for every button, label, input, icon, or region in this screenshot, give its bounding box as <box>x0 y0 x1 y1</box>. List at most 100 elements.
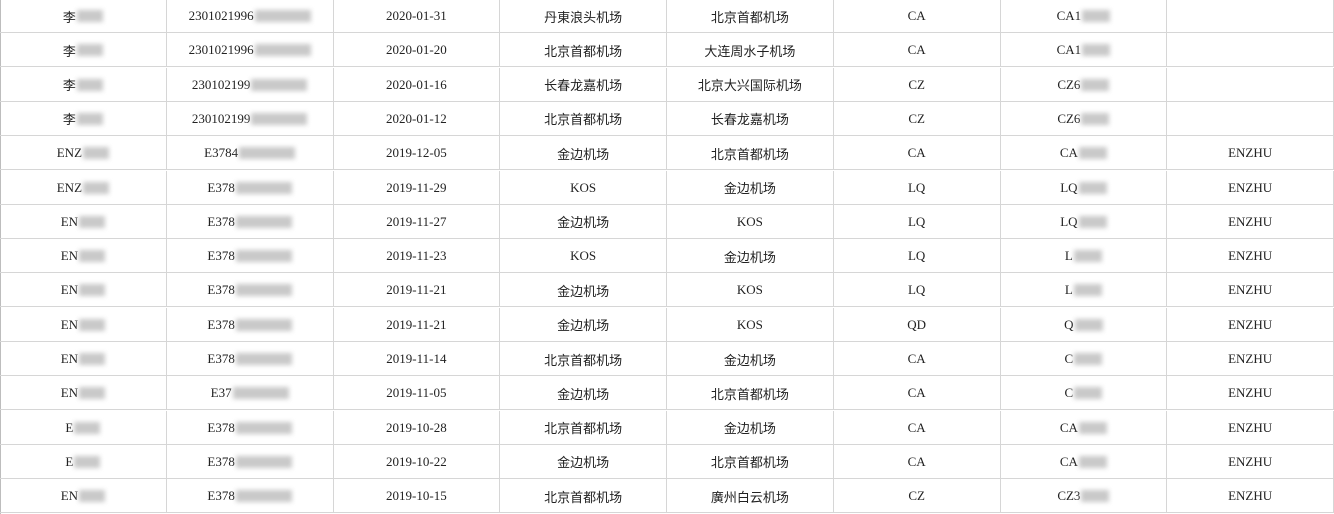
table-row: 李 2301021996 2020-01-31 丹東浪头机场 北京首都机场 CA CA1 <box>0 0 1334 33</box>
table-cell: 2019-12-05 <box>334 136 501 171</box>
redacted-blur <box>251 78 308 91</box>
table-cell: 廣州白云机场 <box>667 479 834 514</box>
table-cell <box>1167 33 1334 68</box>
table-cell: CZ <box>834 67 1001 102</box>
redacted-blur <box>83 147 110 160</box>
table-row: EN E378 2019-10-15 北京首都机场 廣州白云机场 CZ CZ3 ENZHU <box>0 479 1334 514</box>
cell-text: CZ <box>908 110 925 126</box>
cell-text: ENZ <box>56 145 83 161</box>
redacted-blur <box>235 318 292 331</box>
cell-text: 2019-12-05 <box>386 145 447 161</box>
table-cell: KOS <box>500 239 667 274</box>
table-cell: 2019-11-14 <box>334 342 501 376</box>
table-cell: 北京首都机场 <box>667 376 834 411</box>
redacted-blur <box>1074 318 1103 331</box>
redacted-blur <box>1082 44 1111 57</box>
table-cell: Q <box>1001 307 1168 342</box>
cell-text: 北京首都机场 <box>544 352 623 368</box>
table-cell: 丹東浪头机场 <box>500 0 667 33</box>
cell-text: E3784 <box>204 145 239 161</box>
table-cell: E378 <box>167 273 334 308</box>
table-cell: CA <box>834 0 1001 33</box>
table-cell: ENZHU <box>1167 376 1334 411</box>
cell-text: E378 <box>207 282 235 298</box>
table-cell: 北京大兴国际机场 <box>667 67 834 102</box>
cell-text: 2020-01-31 <box>386 8 447 23</box>
cell-text: LQ <box>907 213 926 229</box>
table-cell: 金边机场 <box>500 273 667 308</box>
redacted-blur <box>1082 10 1111 22</box>
cell-text: 金边机场 <box>557 283 610 299</box>
cell-text: 金边机场 <box>723 352 776 368</box>
cell-text: CZ6 <box>1057 76 1081 92</box>
cell-text: E378 <box>207 351 235 366</box>
table-row: 李 2301021996 2020-01-20 北京首都机场 大连周水子机场 CA CA1 <box>0 33 1334 68</box>
cell-text: 北京首都机场 <box>544 43 623 59</box>
cell-text: 北京首都机场 <box>710 146 789 162</box>
table-cell: 金边机场 <box>667 239 834 274</box>
cell-text: E <box>65 419 74 435</box>
cell-text: C <box>1064 385 1074 401</box>
cell-text: ENZHU <box>1228 488 1273 504</box>
table-cell: 金边机场 <box>667 410 834 445</box>
cell-text: EN <box>60 282 79 298</box>
cell-text: CA1 <box>1056 42 1082 58</box>
table-cell: E378 <box>167 479 334 514</box>
redacted-blur <box>239 147 296 160</box>
table-cell: L <box>1001 239 1168 274</box>
redacted-blur <box>1078 215 1107 228</box>
redacted-blur <box>74 421 101 434</box>
table-cell: 李 <box>0 67 167 102</box>
table-cell: E3784 <box>167 136 334 171</box>
table-cell: C <box>1001 342 1168 376</box>
table-cell: C <box>1001 376 1168 411</box>
redacted-blur <box>235 353 292 365</box>
redacted-blur <box>76 10 103 22</box>
cell-text: 金边机场 <box>557 318 610 334</box>
table-row: EN E378 2019-11-21 金边机场 KOS QD Q ENZHU <box>0 307 1334 342</box>
cell-text: CA <box>907 419 926 435</box>
redacted-blur <box>79 318 106 331</box>
table-cell: ENZHU <box>1167 273 1334 308</box>
cell-text: CA <box>1059 145 1078 161</box>
table-cell: 2019-10-22 <box>334 444 501 479</box>
table-cell: EN <box>0 307 167 342</box>
redacted-blur <box>1074 387 1103 400</box>
cell-text: ENZHU <box>1228 213 1273 229</box>
cell-text: 230102199 <box>191 110 251 126</box>
redacted-blur <box>235 215 292 228</box>
table-cell: ENZHU <box>1167 479 1334 514</box>
table-cell: ENZHU <box>1167 342 1334 376</box>
table-cell: CA1 <box>1001 0 1168 33</box>
cell-text: KOS <box>570 179 597 195</box>
cell-text: E378 <box>207 453 235 469</box>
table-cell: CA <box>1001 410 1168 445</box>
cell-text: 2020-01-20 <box>386 42 447 58</box>
table-cell: 2020-01-31 <box>334 0 501 33</box>
cell-text: KOS <box>736 282 763 298</box>
redacted-blur <box>235 490 292 503</box>
table-cell <box>1167 101 1334 136</box>
cell-text: 金边机场 <box>557 215 610 231</box>
cell-text: E378 <box>207 316 235 332</box>
cell-text: 金边机场 <box>557 386 610 402</box>
cell-text: Q <box>1064 316 1074 332</box>
table-cell: 2019-11-27 <box>334 204 501 239</box>
cell-text: 廣州白云机场 <box>710 489 789 505</box>
cell-text: EN <box>60 316 79 332</box>
table-cell: 金边机场 <box>667 342 834 376</box>
table-cell: 2019-11-29 <box>334 170 501 205</box>
cell-text: CA <box>1059 453 1078 469</box>
redacted-blur <box>79 387 106 400</box>
redacted-blur <box>76 112 103 125</box>
table-cell: E37 <box>167 376 334 411</box>
table-cell: EN <box>0 204 167 239</box>
table-cell: 李 <box>0 101 167 136</box>
table-cell: CA <box>834 33 1001 68</box>
table-cell: LQ <box>834 170 1001 205</box>
table-cell: KOS <box>500 170 667 205</box>
redacted-blur <box>1078 421 1107 434</box>
cell-text: EN <box>60 385 79 401</box>
redacted-blur <box>79 250 106 263</box>
redacted-blur <box>235 421 292 434</box>
